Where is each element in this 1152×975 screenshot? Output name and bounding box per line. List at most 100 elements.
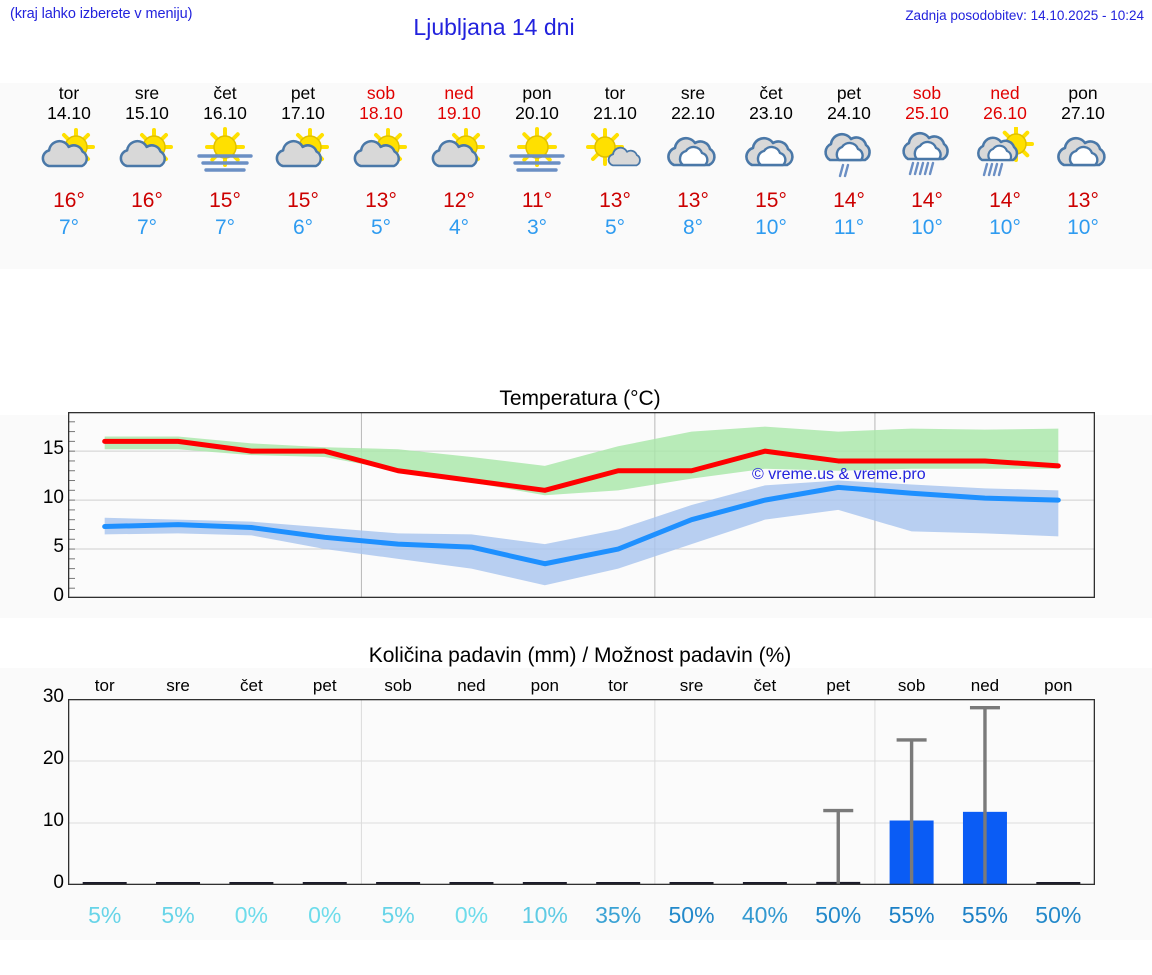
day-name: čet (759, 83, 783, 103)
day-max-temp: 15° (755, 189, 787, 212)
day-min-temp: 10° (989, 216, 1021, 239)
day-column-24.10[interactable]: pet 24.10 14° 11° (810, 83, 888, 241)
prec-probability-label: 40% (741, 902, 788, 928)
day-column-21.10[interactable]: tor 21.10 13° 5° (576, 83, 654, 241)
sun-behind-cloud-icon (30, 127, 108, 185)
day-name: tor (604, 83, 626, 103)
day-column-17.10[interactable]: pet 17.10 15° 6° (264, 83, 342, 241)
sun-behind-cloud-icon (108, 127, 186, 185)
day-date: 25.10 (905, 103, 949, 123)
menu-hint-text: (kraj lahko izberete v meniju) (10, 6, 193, 22)
precipitation-chart-section: Količina padavin (mm) / Možnost padavin … (0, 640, 1152, 940)
day-min-temp: 4° (448, 216, 470, 239)
sun-behind-cloud-icon (342, 127, 420, 185)
prec-probability-label: 35% (595, 902, 642, 928)
temp-y-tick-5: 5 (53, 536, 64, 558)
prec-probability-label: 50% (668, 902, 715, 928)
prec-day-label: pon (1044, 676, 1073, 695)
day-name: sre (680, 83, 706, 103)
prec-day-label: sre (679, 676, 704, 695)
precipitation-day-labels: tor sre čet pet sob ned pon tor sre čet pet sob ned p… (68, 676, 1095, 698)
prec-probability-label: 5% (161, 902, 195, 928)
light-rain-icon (810, 127, 888, 185)
day-min-temp: 5° (370, 216, 392, 239)
prec-probability-label: 0% (308, 902, 342, 928)
day-date: 14.10 (47, 103, 91, 123)
prec-day-label: pet (826, 676, 851, 695)
day-column-18.10[interactable]: sob 18.10 13° 5° (342, 83, 420, 241)
day-date: 17.10 (281, 103, 325, 123)
sun-with-fog-icon (186, 127, 264, 185)
day-column-20.10[interactable]: pon 20.10 11° 3° (498, 83, 576, 241)
temperature-chart-section: Temperatura (°C) 0 5 10 15 (0, 385, 1152, 618)
day-date: 26.10 (983, 103, 1027, 123)
temperature-y-axis: 0 5 10 15 (28, 412, 64, 606)
day-name: pon (1068, 83, 1098, 103)
day-column-26.10[interactable]: ned 26.10 14° 10° (966, 83, 1044, 241)
temp-y-tick-15: 15 (42, 438, 64, 460)
prec-day-label: sob (897, 676, 926, 695)
day-name: pet (290, 83, 316, 103)
day-name: sre (134, 83, 160, 103)
prec-day-label: sre (166, 676, 190, 695)
day-min-temp: 3° (526, 216, 548, 239)
day-min-temp: 11° (833, 216, 865, 239)
prec-day-label: tor (608, 676, 629, 695)
page-title: Ljubljana 14 dni (413, 14, 575, 40)
day-column-19.10[interactable]: ned 19.10 12° 4° (420, 83, 498, 241)
day-max-temp: 16° (53, 189, 85, 212)
day-max-temp: 13° (365, 189, 397, 212)
prec-day-label: ned (457, 676, 486, 695)
day-name: pet (836, 83, 862, 103)
day-min-temp: 8° (682, 216, 704, 239)
day-min-temp: 6° (292, 216, 314, 239)
prec-y-tick-30: 30 (42, 686, 64, 707)
day-column-15.10[interactable]: sre 15.10 16° 7° (108, 83, 186, 241)
day-name: ned (990, 83, 1020, 103)
precipitation-chart-title: Količina padavin (mm) / Možnost padavin … (368, 644, 792, 667)
prec-title-band (0, 640, 1152, 668)
day-column-23.10[interactable]: čet 23.10 15° 10° (732, 83, 810, 241)
day-column-14.10[interactable]: tor 14.10 16° 7° (30, 83, 108, 241)
prec-probability-label: 0% (234, 902, 269, 928)
day-min-temp: 7° (58, 216, 80, 239)
day-min-temp: 7° (214, 216, 236, 239)
prec-day-label: ned (970, 676, 1000, 695)
temperature-plot (67, 411, 1096, 599)
day-min-temp: 10° (911, 216, 943, 239)
day-column-22.10[interactable]: sre 22.10 13° 8° (654, 83, 732, 241)
prec-probability-label: 10% (521, 902, 568, 928)
cloudy-icon (732, 127, 810, 185)
day-date: 21.10 (593, 103, 637, 123)
day-column-25.10[interactable]: sob 25.10 14° 10° (888, 83, 966, 241)
day-date: 15.10 (125, 103, 169, 123)
prec-probability-label: 5% (88, 902, 122, 928)
day-name: pon (522, 83, 552, 103)
day-max-temp: 15° (209, 189, 241, 212)
day-max-temp: 13° (599, 189, 631, 212)
temp-y-tick-0: 0 (53, 585, 64, 606)
sun-behind-cloud-icon (264, 127, 342, 185)
prec-y-tick-0: 0 (53, 872, 64, 893)
top-bar: (kraj lahko izberete v meniju) Ljubljana… (0, 0, 1152, 55)
day-min-temp: 10° (1067, 216, 1099, 239)
prec-day-label: čet (753, 676, 777, 695)
day-name: tor (58, 83, 80, 103)
day-min-temp: 10° (755, 216, 787, 239)
day-max-temp: 14° (911, 189, 943, 212)
day-column-27.10[interactable]: pon 27.10 13° 10° (1044, 83, 1122, 241)
temp-y-tick-10: 10 (42, 487, 64, 509)
prec-probability-label: 55% (888, 902, 935, 928)
prec-probability-label: 50% (815, 902, 862, 928)
day-max-temp: 14° (833, 189, 865, 212)
prec-day-label: sob (384, 676, 412, 695)
copyright-credit: © vreme.us & vreme.pro (752, 466, 926, 483)
day-column-16.10[interactable]: čet 16.10 15° 7° (186, 83, 264, 241)
day-date: 16.10 (203, 103, 247, 123)
prec-y-tick-20: 20 (42, 748, 64, 769)
day-max-temp: 15° (287, 189, 319, 212)
day-max-temp: 11° (521, 189, 553, 212)
prec-day-label: tor (94, 676, 115, 695)
day-date: 24.10 (827, 103, 871, 123)
day-max-temp: 13° (677, 189, 709, 212)
